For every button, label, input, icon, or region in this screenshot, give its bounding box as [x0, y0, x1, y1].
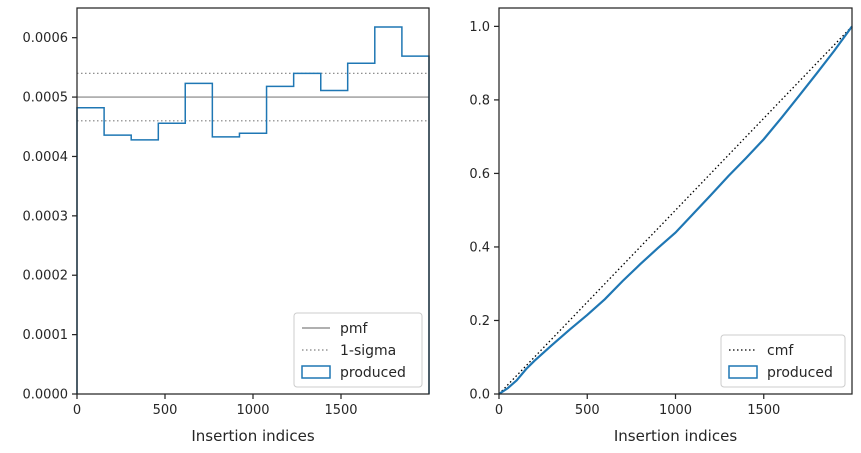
y-tick-label: 0.0003: [23, 209, 69, 224]
plot-area: [76, 26, 430, 394]
x-axis-label: Insertion indices: [614, 427, 737, 445]
x-tick-label: 1000: [236, 403, 269, 418]
plot-area: [498, 25, 853, 395]
y-tick-label: 0.0: [469, 388, 490, 403]
y-tick-label: 1.0: [469, 20, 490, 35]
y-axis: 0.0000 0.0001 0.0002 0.0003 0.0004 0.0005 0.00…: [23, 31, 77, 403]
y-tick-label: 0.0006: [23, 31, 69, 46]
produced-cumulative-line: [498, 25, 853, 395]
x-tick-label: 0: [73, 403, 81, 418]
x-axis-label: Insertion indices: [191, 427, 314, 445]
x-tick-label: 1000: [659, 403, 692, 418]
legend-label: produced: [340, 365, 406, 381]
legend-swatch-produced: [728, 365, 758, 379]
legend-swatch-produced: [301, 365, 331, 379]
legend: cmf produced: [720, 334, 846, 388]
y-tick-label: 0.8: [469, 93, 490, 108]
x-axis: 0 500 1000 1500 Insertion indices: [73, 394, 358, 445]
legend-box: [720, 334, 846, 388]
y-axis: 0.0 0.2 0.4 0.6 0.8 1.0: [469, 20, 499, 403]
legend: pmf 1-sigma produced: [293, 312, 423, 388]
legend-box: [293, 312, 423, 388]
y-tick-label: 0.0005: [23, 91, 69, 106]
x-tick-label: 1500: [747, 403, 780, 418]
y-tick-label: 0.2: [469, 314, 490, 329]
produced-histogram: [76, 26, 430, 394]
x-tick-label: 500: [153, 403, 178, 418]
y-tick-label: 0.0002: [23, 269, 69, 284]
legend-label: 1-sigma: [340, 343, 396, 359]
x-tick-label: 500: [575, 403, 600, 418]
y-tick-label: 0.6: [469, 167, 490, 182]
x-axis: 0 500 1000 1500 Insertion indices: [495, 394, 780, 445]
x-tick-label: 0: [495, 403, 503, 418]
cmf-line: [498, 25, 853, 395]
legend-label: pmf: [340, 321, 369, 337]
legend-label: produced: [767, 365, 833, 381]
y-tick-label: 0.4: [469, 240, 490, 255]
y-tick-label: 0.0000: [23, 388, 69, 403]
y-tick-label: 0.0001: [23, 328, 69, 343]
y-tick-label: 0.0004: [23, 150, 69, 165]
x-tick-label: 1500: [324, 403, 357, 418]
legend-label: cmf: [767, 343, 794, 359]
